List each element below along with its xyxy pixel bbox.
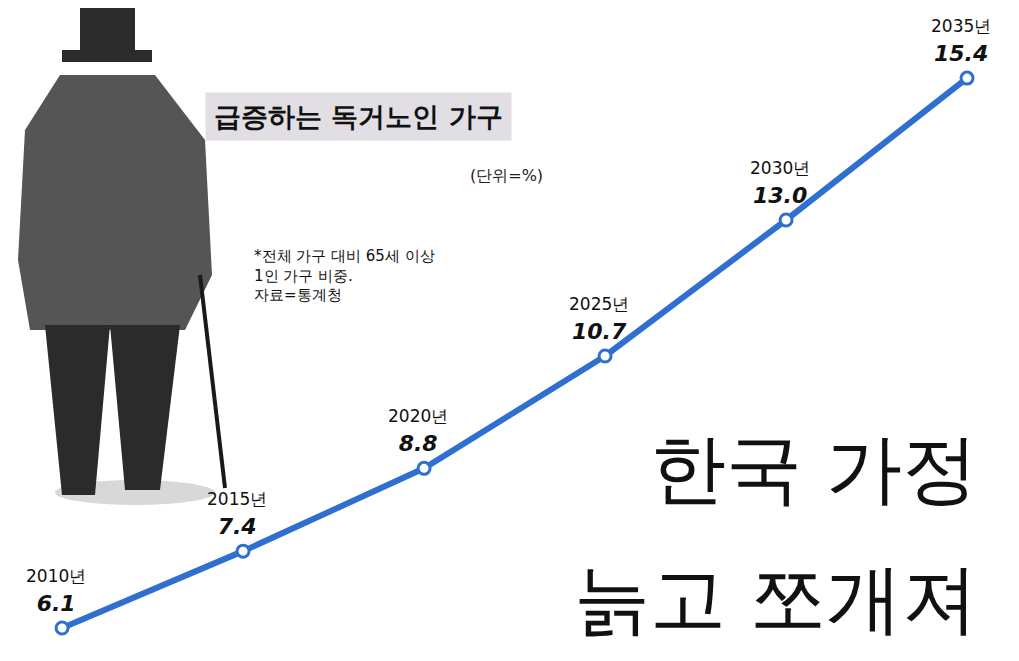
svg-text:(단위=%): (단위=%) [470,166,543,185]
svg-text:2025년10.7: 2025년10.7 [569,294,629,344]
svg-text:급증하는 독거노인 가구: 급증하는 독거노인 가구 [214,101,503,132]
svg-text:2030년13.0: 2030년13.0 [750,158,810,208]
svg-text:2020년8.8: 2020년8.8 [388,406,448,456]
svg-text:2015년7.4: 2015년7.4 [207,489,267,539]
svg-text:2010년6.1: 2010년6.1 [26,566,86,616]
svg-text:늙고 쪼개져: 늙고 쪼개져 [574,554,978,643]
svg-text:2035년15.4: 2035년15.4 [931,16,991,66]
svg-text:*전체 가구 대비 65세 이상1인 가구 비중.자료=통계: *전체 가구 대비 65세 이상1인 가구 비중.자료=통계청 [254,247,435,304]
svg-text:한국 가정: 한국 가정 [650,424,978,513]
